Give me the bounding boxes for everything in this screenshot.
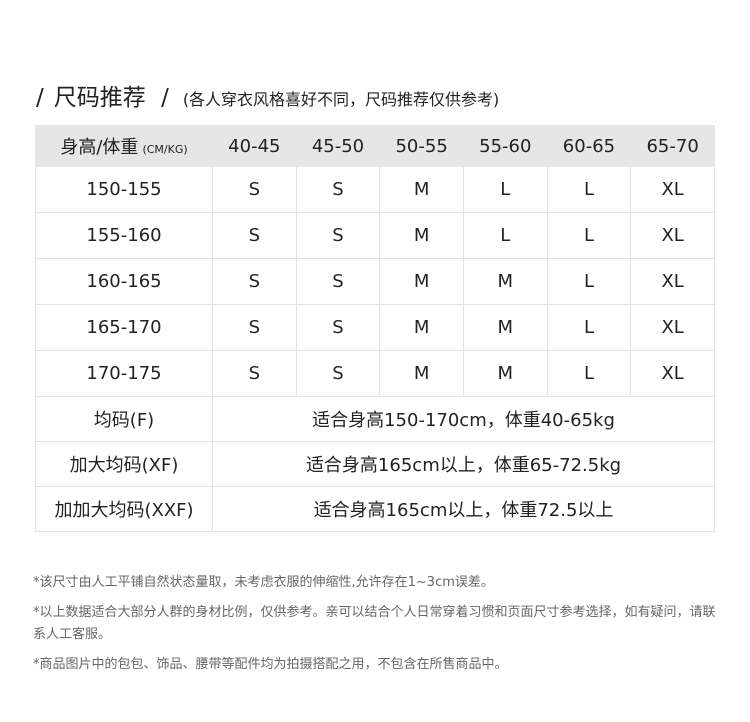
table-header: 身高/体重 (CM/KG) 40-45 45-50 50-55 55-60 60-… bbox=[35, 125, 715, 167]
size-cell: M bbox=[462, 350, 548, 397]
size-cell: S bbox=[212, 166, 297, 213]
section-title: / 尺码推荐 / (各人穿衣风格喜好不同，尺码推荐仅供参考) bbox=[36, 85, 500, 111]
title-main: 尺码推荐 bbox=[53, 85, 146, 111]
size-cell: S bbox=[295, 258, 381, 305]
size-cell: XL bbox=[630, 212, 715, 259]
header-weight: 65-70 bbox=[630, 125, 715, 167]
table-row: 155-160 S S M L L XL bbox=[35, 212, 715, 259]
size-cell: S bbox=[212, 304, 297, 351]
height-range: 155-160 bbox=[35, 212, 213, 259]
size-cell: M bbox=[379, 350, 464, 397]
header-weight: 55-60 bbox=[462, 125, 548, 167]
height-range: 160-165 bbox=[35, 258, 213, 305]
table-row: 160-165 S S M M L XL bbox=[35, 258, 715, 305]
size-cell: M bbox=[462, 304, 548, 351]
note: *商品图片中的包包、饰品、腰带等配件均为拍摄搭配之用，不包含在所售商品中。 bbox=[33, 657, 508, 672]
table-row: 165-170 S S M M L XL bbox=[35, 304, 715, 351]
size-name: 均码(F) bbox=[35, 396, 213, 442]
size-cell: S bbox=[212, 350, 297, 397]
note: *以上数据适合大部分人群的身材比例，仅供参考。亲可以结合个人日常穿着习惯和页面尺… bbox=[33, 605, 716, 642]
header-weight: 60-65 bbox=[546, 125, 632, 167]
size-cell: M bbox=[462, 258, 548, 305]
size-cell: S bbox=[212, 212, 297, 259]
size-cell: L bbox=[462, 212, 548, 259]
size-cell: L bbox=[462, 166, 548, 213]
special-size-row: 加加大均码(XXF) 适合身高165cm以上，体重72.5以上 bbox=[35, 486, 715, 532]
header-height-weight: 身高/体重 (CM/KG) bbox=[35, 125, 213, 167]
size-name: 加大均码(XF) bbox=[35, 441, 213, 487]
height-range: 150-155 bbox=[35, 166, 213, 213]
height-range: 170-175 bbox=[35, 350, 213, 397]
header-weight: 45-50 bbox=[295, 125, 381, 167]
note: *该尺寸由人工平铺自然状态量取，未考虑衣服的伸缩性,允许存在1~3cm误差。 bbox=[33, 575, 494, 590]
size-cell: XL bbox=[630, 304, 715, 351]
size-description: 适合身高165cm以上，体重65-72.5kg bbox=[212, 441, 715, 487]
size-cell: L bbox=[546, 258, 632, 305]
size-cell: L bbox=[546, 212, 632, 259]
size-description: 适合身高150-170cm，体重40-65kg bbox=[212, 396, 715, 442]
size-cell: L bbox=[546, 304, 632, 351]
size-cell: S bbox=[295, 166, 381, 213]
size-cell: S bbox=[295, 350, 381, 397]
size-cell: M bbox=[379, 304, 464, 351]
table-row: 170-175 S S M M L XL bbox=[35, 350, 715, 397]
size-cell: M bbox=[379, 212, 464, 259]
special-size-row: 加大均码(XF) 适合身高165cm以上，体重65-72.5kg bbox=[35, 441, 715, 487]
size-cell: S bbox=[295, 212, 381, 259]
height-range: 165-170 bbox=[35, 304, 213, 351]
size-cell: S bbox=[295, 304, 381, 351]
size-chart-table: 身高/体重 (CM/KG) 40-45 45-50 50-55 55-60 60-… bbox=[35, 125, 715, 532]
size-cell: XL bbox=[630, 350, 715, 397]
size-cell: L bbox=[546, 350, 632, 397]
size-description: 适合身高165cm以上，体重72.5以上 bbox=[212, 486, 715, 532]
table-row: 150-155 S S M L L XL bbox=[35, 166, 715, 213]
size-cell: M bbox=[379, 166, 464, 213]
notes: *该尺寸由人工平铺自然状态量取，未考虑衣服的伸缩性,允许存在1~3cm误差。 *… bbox=[33, 572, 723, 684]
header-weight: 40-45 bbox=[212, 125, 297, 167]
title-subtitle: (各人穿衣风格喜好不同，尺码推荐仅供参考) bbox=[182, 90, 500, 109]
size-cell: M bbox=[379, 258, 464, 305]
size-cell: S bbox=[212, 258, 297, 305]
size-name: 加加大均码(XXF) bbox=[35, 486, 213, 532]
special-size-row: 均码(F) 适合身高150-170cm，体重40-65kg bbox=[35, 396, 715, 442]
size-cell: L bbox=[546, 166, 632, 213]
header-weight: 50-55 bbox=[379, 125, 464, 167]
size-cell: XL bbox=[630, 166, 715, 213]
size-cell: XL bbox=[630, 258, 715, 305]
